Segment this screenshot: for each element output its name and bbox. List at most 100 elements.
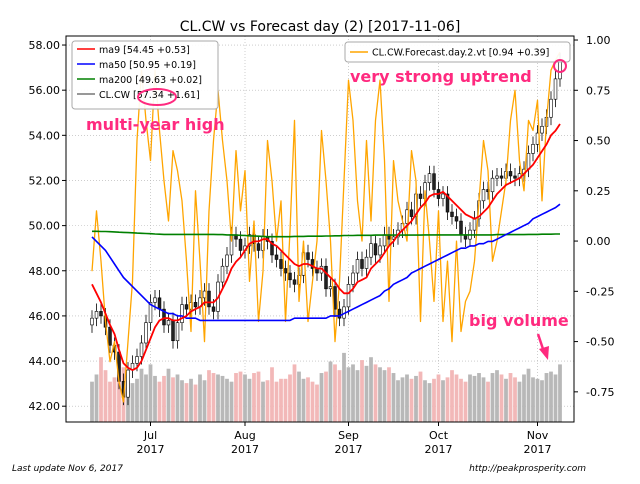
candle-body bbox=[256, 243, 261, 251]
candle-body bbox=[499, 175, 504, 179]
candle-body bbox=[445, 193, 450, 213]
candle-body bbox=[351, 272, 355, 285]
volume-bar bbox=[414, 375, 418, 422]
volume-bar bbox=[418, 371, 423, 422]
candle-body bbox=[553, 78, 558, 100]
legend-forecast: CL.CW.Forecast.day.2.vt [0.94 +0.39] bbox=[344, 41, 571, 63]
candle-body bbox=[270, 241, 274, 256]
candle-body bbox=[175, 322, 180, 342]
volume-bar bbox=[166, 368, 171, 422]
volume-bar bbox=[220, 375, 225, 422]
candle-body bbox=[360, 259, 364, 269]
y-tick-label: 54.00 bbox=[29, 129, 61, 142]
candle-body bbox=[153, 297, 157, 303]
candle-body bbox=[549, 98, 553, 118]
volume-bar bbox=[387, 367, 391, 422]
ma50-line bbox=[91, 203, 561, 322]
candle-body bbox=[328, 286, 333, 290]
volume-bar bbox=[454, 374, 459, 422]
candle-body bbox=[220, 265, 225, 283]
y2-tick-label: -0.75 bbox=[586, 386, 614, 399]
candle-body bbox=[238, 238, 243, 251]
annotations: very strong uptrend multi-year high big vo… bbox=[86, 59, 569, 360]
volume-bar bbox=[202, 380, 207, 422]
candle-body bbox=[171, 320, 175, 342]
x-tick-label: 2017 bbox=[425, 443, 453, 456]
legend-label: CL.CW.Forecast.day.2.vt [0.94 +0.39] bbox=[372, 48, 549, 59]
volume-bar bbox=[157, 381, 162, 422]
chart-title: CL.CW vs Forecast day (2) [2017-11-06] bbox=[180, 19, 461, 35]
volume-bar bbox=[94, 374, 99, 422]
series-lines bbox=[91, 51, 561, 403]
price-highlight-circle bbox=[137, 88, 177, 106]
x-tick-label: 2017 bbox=[231, 443, 259, 456]
volume-bar bbox=[355, 370, 360, 422]
y2-tick-label: -0.50 bbox=[586, 336, 614, 349]
x-tick-label: Jul bbox=[143, 429, 157, 442]
candle-body bbox=[108, 326, 112, 346]
x-tick-label: 2017 bbox=[137, 443, 165, 456]
candle-body bbox=[558, 60, 562, 80]
x-tick-label: Nov bbox=[527, 429, 549, 442]
y-tick-label: 46.00 bbox=[29, 310, 61, 323]
y2-tick-label: 0.00 bbox=[586, 235, 611, 248]
volume-bar bbox=[117, 358, 121, 422]
candle-body bbox=[454, 216, 459, 222]
annotation-label: big volume bbox=[469, 311, 569, 330]
volume-bar bbox=[423, 380, 427, 422]
volume-bar bbox=[288, 374, 292, 422]
volume-bar bbox=[405, 374, 409, 422]
volume-bar bbox=[517, 381, 522, 422]
volume-bar bbox=[112, 377, 117, 422]
volume-bar bbox=[175, 374, 180, 422]
volume-bar bbox=[553, 374, 558, 422]
volume-bar bbox=[373, 364, 378, 422]
volume-bar bbox=[319, 373, 324, 422]
candle-body bbox=[193, 302, 198, 308]
volume-bar bbox=[333, 364, 337, 422]
volume-bar bbox=[369, 357, 373, 422]
legend-label: ma50 [50.95 +0.19] bbox=[99, 60, 196, 71]
candle-body bbox=[450, 211, 454, 217]
volume-bar bbox=[472, 375, 477, 422]
x-tick-label: 2017 bbox=[335, 443, 363, 456]
volume-bar bbox=[432, 378, 436, 422]
volume-bar bbox=[468, 374, 472, 422]
volume-bar bbox=[252, 373, 256, 422]
volume-bar bbox=[238, 371, 243, 422]
volume-bars bbox=[90, 352, 562, 422]
volume-bar bbox=[324, 371, 328, 422]
candle-body bbox=[441, 193, 445, 199]
volume-bar bbox=[315, 384, 319, 422]
volume-bar bbox=[540, 380, 544, 422]
volume-bar bbox=[108, 381, 112, 422]
volume-bar bbox=[337, 370, 342, 422]
volume-bar bbox=[225, 378, 229, 422]
volume-bar bbox=[558, 364, 562, 422]
volume-bar bbox=[130, 383, 135, 422]
volume-bar bbox=[247, 378, 252, 422]
volume-bar bbox=[261, 381, 265, 422]
volume-bar bbox=[310, 381, 315, 422]
x-tick-label: 2017 bbox=[524, 443, 552, 456]
y-tick-label: 58.00 bbox=[29, 39, 61, 52]
legend-main-box bbox=[71, 40, 219, 110]
y2-tick-label: 0.50 bbox=[586, 135, 611, 148]
candle-body bbox=[369, 243, 373, 258]
volume-bar bbox=[463, 381, 468, 422]
volume-bar bbox=[99, 357, 103, 422]
candle-body bbox=[513, 175, 517, 179]
volume-bar bbox=[265, 380, 270, 422]
candle-body bbox=[481, 189, 486, 202]
candle-body bbox=[180, 304, 184, 323]
x-tick-label: Sep bbox=[338, 429, 359, 442]
volume-bar bbox=[549, 371, 553, 422]
candle-body bbox=[139, 342, 144, 357]
volume-bar bbox=[229, 381, 234, 422]
candle-body bbox=[355, 259, 360, 274]
legend-label: CL.CW [57.34 +1.61] bbox=[99, 90, 200, 101]
volume-bar bbox=[283, 378, 288, 422]
candle-body bbox=[184, 304, 189, 310]
